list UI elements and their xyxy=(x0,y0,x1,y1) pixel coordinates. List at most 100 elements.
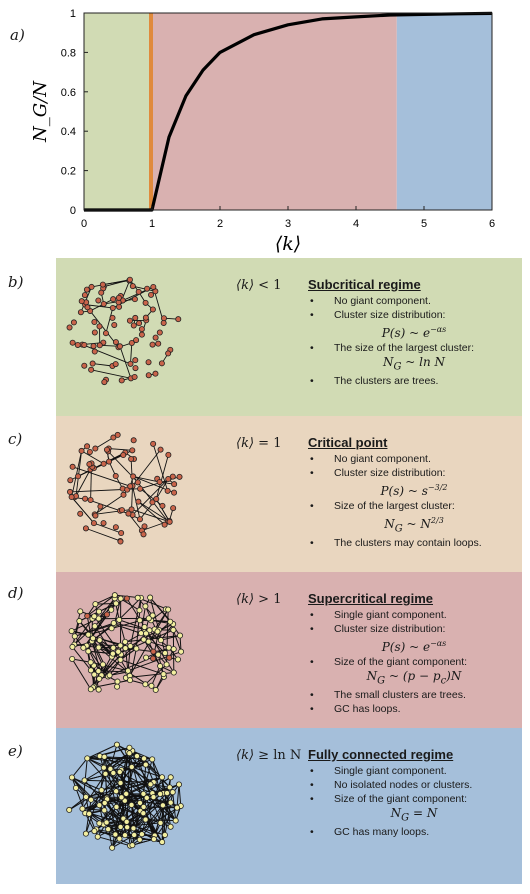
network-edge xyxy=(130,458,133,486)
network-node xyxy=(126,750,133,757)
network-edge xyxy=(132,750,153,760)
network-node xyxy=(82,793,89,800)
degree-symbol: ⟨k⟩ xyxy=(236,592,255,607)
network-node xyxy=(135,288,142,295)
network-node xyxy=(125,510,132,517)
network-edge xyxy=(86,594,116,617)
network-node xyxy=(122,832,129,839)
network-edge xyxy=(98,647,129,673)
network-edge xyxy=(72,658,91,663)
network-edge xyxy=(103,752,130,769)
network-node xyxy=(128,506,135,513)
network-edge xyxy=(104,756,154,783)
network-edge xyxy=(120,648,137,661)
network-node xyxy=(163,661,170,668)
network-node xyxy=(96,342,103,349)
network-node xyxy=(145,372,152,379)
network-node xyxy=(84,443,91,450)
property-text: Size of the giant component: xyxy=(334,656,468,668)
network-node xyxy=(166,518,173,525)
network-node xyxy=(95,668,102,675)
x-tick-label: 3 xyxy=(285,218,291,230)
network-node xyxy=(129,842,136,849)
network-node xyxy=(140,636,147,643)
network-edge xyxy=(71,777,102,791)
network-node xyxy=(92,445,99,452)
network-node xyxy=(149,306,156,313)
network-edge xyxy=(87,757,146,766)
network-edge xyxy=(94,494,124,515)
property-formula: NG = N xyxy=(390,806,438,824)
network-node xyxy=(115,294,122,301)
network-node xyxy=(91,319,98,326)
network-edge xyxy=(73,618,93,645)
regime-description: Fully connected regime Single giant compo… xyxy=(308,748,520,840)
network-node xyxy=(140,531,147,538)
property-text: Single giant component. xyxy=(334,609,447,621)
network-edge xyxy=(82,344,131,365)
network-edge xyxy=(71,611,81,648)
network-node xyxy=(116,835,123,842)
network-node xyxy=(147,781,154,788)
network-node xyxy=(129,447,136,454)
panel-label-b: b) xyxy=(8,273,24,291)
property-text: The small clusters are trees. xyxy=(334,689,466,702)
network-node xyxy=(118,377,125,384)
network-node xyxy=(81,362,88,369)
network-node xyxy=(127,677,134,684)
network-node xyxy=(125,667,132,674)
degree-condition: ⟨k⟩ ≥ ln N xyxy=(236,748,301,763)
network-edge xyxy=(151,665,161,686)
network-node xyxy=(91,828,98,835)
network-node xyxy=(140,755,147,762)
network-edge xyxy=(101,782,121,791)
network-node xyxy=(108,606,115,613)
network-node xyxy=(109,314,116,321)
y-tick-label: 0.2 xyxy=(61,166,76,178)
network-node xyxy=(165,451,172,458)
network-node xyxy=(91,623,98,630)
network-node xyxy=(68,628,75,635)
network-node xyxy=(69,339,76,346)
giant-component-curve xyxy=(84,11,493,212)
network-node xyxy=(145,359,152,366)
network-node xyxy=(132,357,139,364)
network-node xyxy=(171,489,178,496)
network-node xyxy=(114,678,121,685)
network-edge xyxy=(109,659,121,676)
panel-label-a: a) xyxy=(10,26,25,44)
network-node xyxy=(103,446,110,453)
network-node xyxy=(115,648,122,655)
network-edge xyxy=(85,527,121,542)
network-node xyxy=(117,656,124,663)
property-list: No giant component. Cluster size distribu… xyxy=(308,294,520,388)
property-item: Size of the giant component: xyxy=(308,655,520,669)
network-node xyxy=(117,823,124,830)
network-node xyxy=(149,612,156,619)
network-node xyxy=(66,324,73,331)
property-text: The clusters may contain loops. xyxy=(334,537,482,550)
y-tick-label: 1 xyxy=(70,8,76,20)
network-node xyxy=(155,340,162,347)
network-node xyxy=(111,592,118,599)
network-edge xyxy=(82,773,106,809)
network-node xyxy=(103,611,110,618)
property-formula: NG ~ (p − pc)N xyxy=(366,669,462,687)
network-node xyxy=(81,292,88,299)
network-node xyxy=(142,816,149,823)
network-node xyxy=(144,285,151,292)
x-tick-label: 5 xyxy=(421,218,427,230)
network-node xyxy=(138,326,145,333)
network-node xyxy=(142,299,149,306)
network-node xyxy=(165,476,172,483)
network-illustration xyxy=(68,592,185,693)
network-node xyxy=(137,799,144,806)
network-edge xyxy=(85,781,154,798)
network-node xyxy=(124,824,131,831)
network-node xyxy=(117,595,124,602)
network-node xyxy=(77,608,84,615)
regime-panel-e: ⟨k⟩ ≥ ln N Fully connected regime Single g… xyxy=(56,728,522,884)
network-edge xyxy=(142,793,161,814)
network-node xyxy=(129,283,136,290)
network-node xyxy=(141,624,148,631)
